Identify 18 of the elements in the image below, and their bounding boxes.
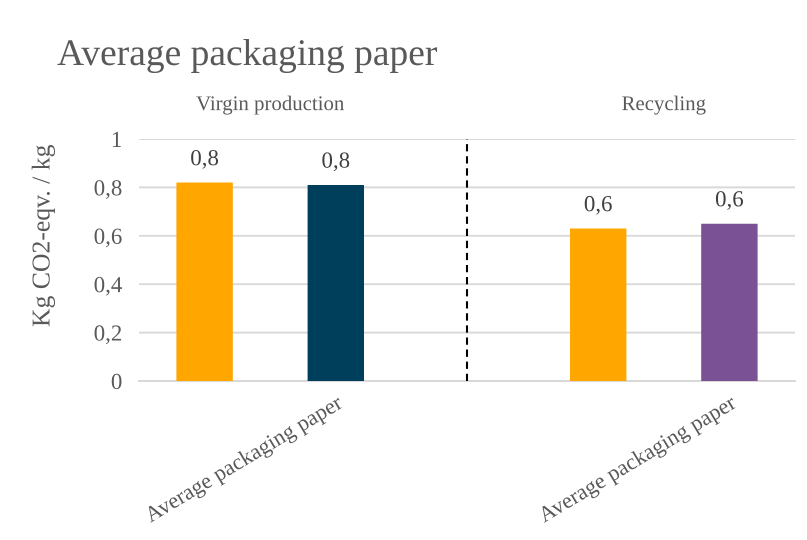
bar: [176, 182, 233, 381]
y-tick-label: 0,4: [94, 276, 122, 296]
y-tick-label: 0,2: [94, 325, 122, 344]
data-label: 0,6: [716, 191, 744, 210]
bar: [570, 228, 626, 381]
y-tick-label: 1: [112, 132, 121, 147]
data-label: 0,8: [322, 152, 350, 172]
bar: [308, 184, 364, 381]
y-tick-label: 0: [112, 374, 122, 390]
y-tick-label: 0,6: [94, 228, 122, 248]
data-label: 0,8: [191, 150, 218, 169]
y-tick-label: 0,8: [94, 180, 122, 199]
text: Virgin production: [196, 96, 344, 115]
y-axis-title: Kg CO2-eqv. / kg: [32, 145, 56, 326]
bar: [701, 224, 758, 381]
chart-title: Average packaging paper: [57, 38, 438, 74]
data-label: 0,6: [584, 196, 612, 215]
text: Recycling: [622, 96, 706, 115]
